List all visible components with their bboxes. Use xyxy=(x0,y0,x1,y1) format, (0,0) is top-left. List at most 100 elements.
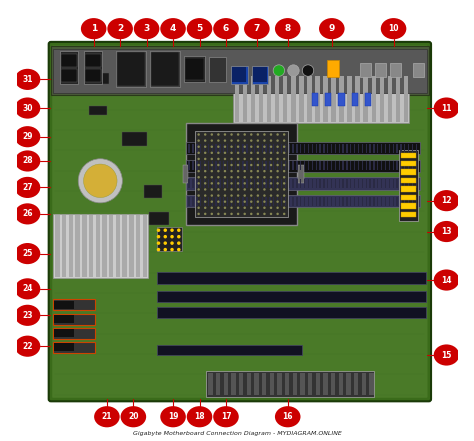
Circle shape xyxy=(78,159,122,203)
Circle shape xyxy=(170,235,174,239)
Circle shape xyxy=(230,139,233,142)
Circle shape xyxy=(244,152,246,154)
Bar xyxy=(235,197,236,206)
Circle shape xyxy=(283,146,285,148)
Ellipse shape xyxy=(160,18,186,39)
Bar xyxy=(362,179,363,188)
Bar xyxy=(157,291,426,302)
Circle shape xyxy=(230,213,233,215)
Bar xyxy=(227,161,228,170)
Bar xyxy=(196,197,198,206)
Bar xyxy=(401,169,416,175)
Text: 28: 28 xyxy=(22,157,33,165)
Bar xyxy=(283,76,287,122)
Circle shape xyxy=(270,206,272,209)
Bar xyxy=(416,179,417,188)
Bar xyxy=(223,197,225,206)
Bar xyxy=(380,76,384,122)
Circle shape xyxy=(197,182,200,185)
Bar xyxy=(401,153,416,158)
Bar xyxy=(292,373,297,395)
Bar xyxy=(346,161,347,170)
Circle shape xyxy=(204,170,207,172)
Bar xyxy=(316,197,317,206)
Bar xyxy=(235,161,236,170)
Bar xyxy=(292,161,294,170)
Bar xyxy=(277,197,278,206)
Bar xyxy=(308,373,312,395)
Bar xyxy=(149,212,169,225)
Bar xyxy=(258,197,259,206)
Circle shape xyxy=(244,133,246,136)
Bar xyxy=(389,179,390,188)
Circle shape xyxy=(244,206,246,209)
Circle shape xyxy=(230,188,233,191)
Circle shape xyxy=(224,133,226,136)
Bar xyxy=(275,76,279,122)
Circle shape xyxy=(256,133,259,136)
Circle shape xyxy=(276,146,279,148)
Circle shape xyxy=(250,176,253,179)
Bar xyxy=(312,197,313,206)
Bar xyxy=(281,197,282,206)
Circle shape xyxy=(276,182,279,185)
Ellipse shape xyxy=(15,203,40,224)
Bar xyxy=(254,161,255,170)
Bar xyxy=(242,161,244,170)
Text: 7: 7 xyxy=(254,24,260,33)
Text: 5: 5 xyxy=(196,24,203,33)
Circle shape xyxy=(237,201,239,203)
Circle shape xyxy=(256,139,259,142)
Circle shape xyxy=(256,213,259,215)
Bar xyxy=(254,197,255,206)
Bar xyxy=(365,179,367,188)
Circle shape xyxy=(283,158,285,160)
Bar xyxy=(401,178,416,183)
Bar xyxy=(335,179,336,188)
Circle shape xyxy=(237,152,239,154)
Bar xyxy=(412,161,413,170)
Ellipse shape xyxy=(434,190,459,211)
Bar xyxy=(392,197,394,206)
Circle shape xyxy=(197,133,200,136)
Circle shape xyxy=(230,158,233,160)
Circle shape xyxy=(224,146,226,148)
Text: 31: 31 xyxy=(22,75,33,84)
Bar xyxy=(186,177,420,190)
Bar xyxy=(377,144,378,153)
Circle shape xyxy=(177,235,181,239)
Text: 3: 3 xyxy=(144,24,150,33)
Ellipse shape xyxy=(213,406,239,427)
Bar xyxy=(69,215,73,277)
Circle shape xyxy=(197,213,200,215)
Bar xyxy=(223,179,225,188)
Circle shape xyxy=(204,176,207,179)
Bar xyxy=(346,179,347,188)
Bar xyxy=(354,161,356,170)
Circle shape xyxy=(217,194,219,197)
Bar xyxy=(335,161,336,170)
Bar xyxy=(269,161,271,170)
Text: 21: 21 xyxy=(101,412,112,421)
Bar xyxy=(55,301,74,309)
Bar xyxy=(209,57,227,82)
Bar xyxy=(401,187,416,192)
Bar xyxy=(235,144,236,153)
Bar xyxy=(346,373,351,395)
Bar xyxy=(255,373,259,395)
Bar xyxy=(308,144,309,153)
Circle shape xyxy=(230,170,233,172)
Circle shape xyxy=(164,248,167,251)
Bar xyxy=(242,179,244,188)
Circle shape xyxy=(263,194,266,197)
Circle shape xyxy=(263,176,266,179)
Bar xyxy=(339,76,344,122)
Bar xyxy=(362,197,363,206)
Bar xyxy=(377,197,378,206)
Circle shape xyxy=(250,213,253,215)
Circle shape xyxy=(237,164,239,166)
Circle shape xyxy=(237,133,239,136)
Bar xyxy=(396,144,398,153)
Circle shape xyxy=(283,152,285,154)
Bar xyxy=(84,51,102,84)
